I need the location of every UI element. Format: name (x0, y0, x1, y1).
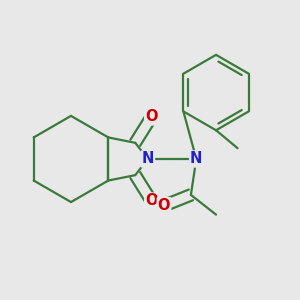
Text: O: O (145, 194, 158, 208)
Text: O: O (145, 110, 158, 124)
Text: N: N (142, 152, 154, 166)
Text: N: N (190, 152, 202, 166)
Text: O: O (158, 198, 170, 213)
